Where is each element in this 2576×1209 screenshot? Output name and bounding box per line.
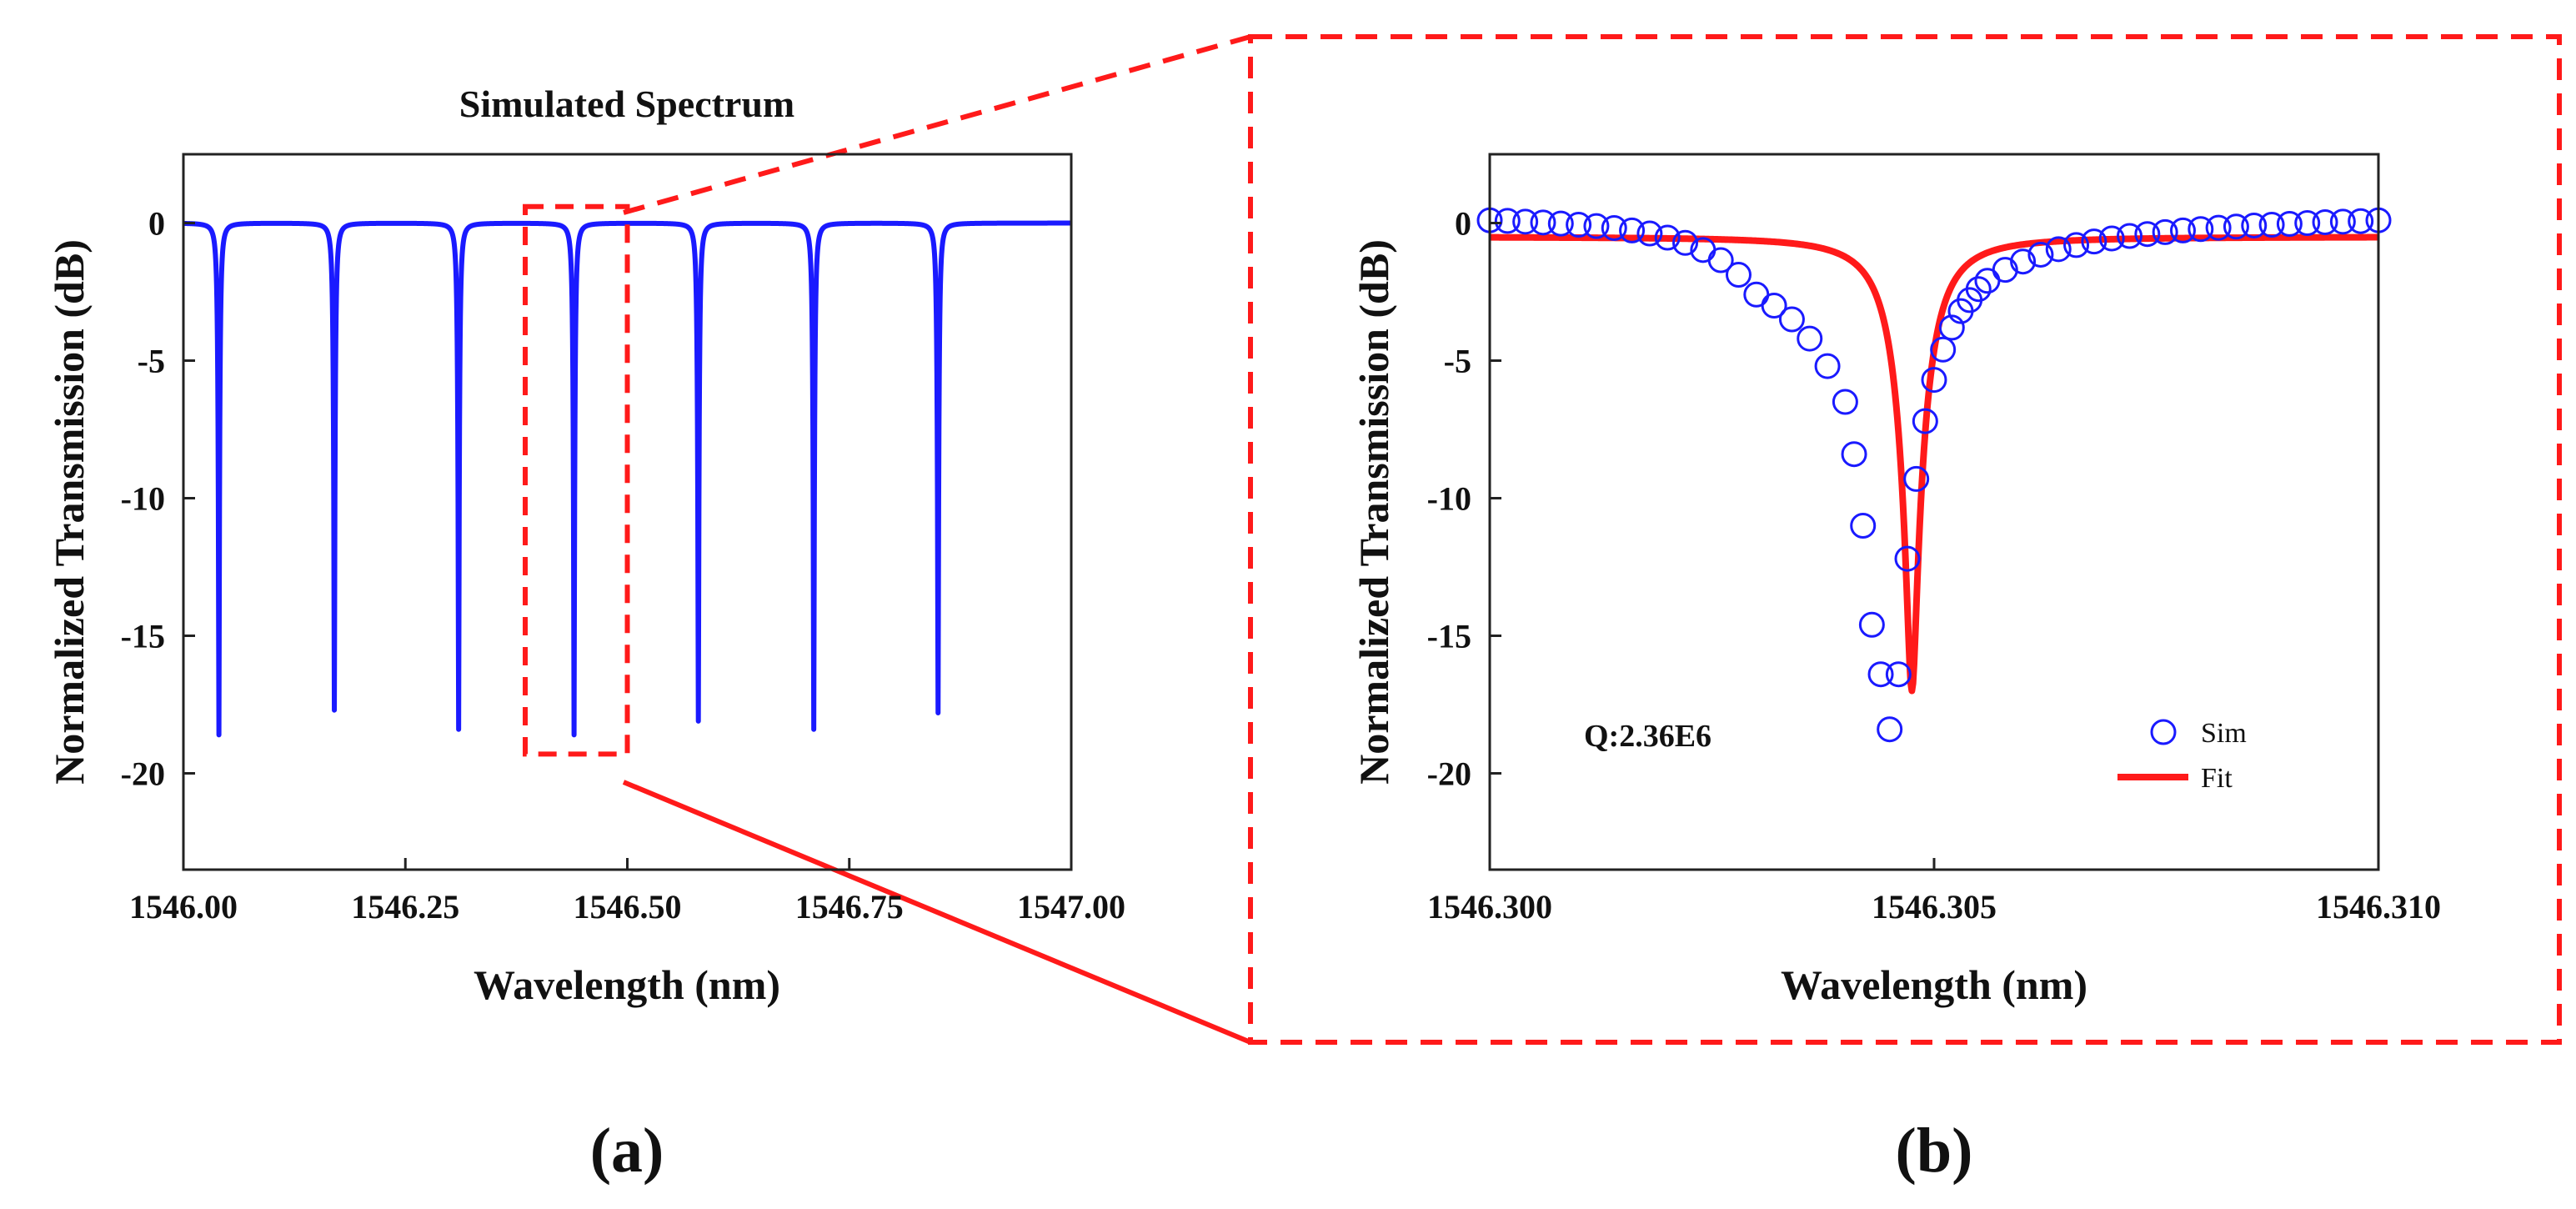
chart-b-sim-point (1672, 229, 1699, 256)
chart-b-fit-group (1487, 233, 2381, 695)
chart-b-sim-point (2134, 221, 2161, 248)
chart-b-y-label: Normalized Transmission (dB) (1351, 239, 1397, 785)
chart-b-sim-point (1636, 220, 1663, 247)
chart-a-y-tick-label: -15 (121, 618, 165, 655)
chart-b-sim-point (2027, 241, 2054, 268)
chart-b-sim-point (1547, 210, 1574, 237)
chart-b-sim-point (1930, 336, 1957, 363)
chart-b-sim-point (1850, 513, 1877, 539)
chart-a-y-tick-label: 0 (148, 205, 165, 243)
chart-a-x-ticks: 1546.00 1546.25 1546.50 1546.75 1547.00 (129, 858, 1125, 926)
chart-b-sim-point (2169, 217, 2196, 243)
chart-b-sim-points (1476, 207, 2392, 743)
chart-b-sim-point (1601, 214, 1627, 241)
q-factor-annotation: Q:2.36E6 (1584, 719, 1711, 754)
chart-b-x-tick-label: 1546.310 (2316, 888, 2441, 926)
chart-a-y-label: Normalized Transmission (dB) (46, 239, 93, 785)
chart-b-sim-point (2276, 210, 2303, 237)
chart-a-title: Simulated Spectrum (459, 83, 795, 125)
chart-a-y-ticks: 0 -5 -10 -15 -20 (121, 205, 195, 793)
chart-b-x-tick-label: 1546.300 (1427, 888, 1552, 926)
chart-b-y-tick-label: -15 (1427, 618, 1471, 655)
chart-panel-b: 0 -5 -10 -15 -20 1546.300 1546.305 1546.310 Q:… (1351, 153, 2441, 1186)
chart-b-sim-point (1858, 611, 1885, 638)
chart-b-sim-point (1797, 325, 1823, 352)
chart-b-y-tick-label: 0 (1455, 205, 1471, 243)
chart-b-sim-point (2348, 208, 2374, 234)
chart-b-sim-point (2312, 209, 2338, 236)
zoom-connector-bottom (622, 780, 1252, 1045)
chart-b-sim-point (2258, 211, 2285, 238)
chart-a-x-tick-label: 1546.50 (574, 888, 682, 926)
chart-a-x-tick-label: 1546.75 (795, 888, 904, 926)
chart-b-sim-point (1619, 217, 1646, 243)
chart-a-x-tick-label: 1547.00 (1017, 888, 1125, 926)
chart-b-sim-point (2188, 216, 2214, 243)
chart-b-sim-point (1965, 276, 1992, 303)
chart-b-sim-point (1894, 545, 1921, 572)
chart-b-plot-frame (1488, 153, 2380, 871)
zoom-connector-top (623, 34, 1251, 215)
chart-a-series-group (181, 220, 1074, 738)
chart-b-y-tick-label: -10 (1427, 480, 1471, 518)
chart-b-sim-point (1912, 408, 1938, 434)
chart-a-spectrum-line (181, 220, 1074, 738)
chart-b-sim-point (1992, 257, 2018, 283)
chart-b-sim-point (2063, 232, 2090, 258)
chart-b-y-ticks: 0 -5 -10 -15 -20 (1427, 205, 1501, 793)
chart-b-sim-point (2045, 236, 2072, 263)
chart-a-x-label: Wavelength (nm) (474, 961, 780, 1008)
chart-b-fit-line (1487, 233, 2381, 695)
chart-b-sim-point (1583, 213, 1610, 239)
chart-b-sim-point (1707, 247, 1734, 273)
chart-a-x-tick-label: 1546.25 (351, 888, 459, 926)
chart-b-sim-point (2081, 228, 2107, 255)
chart-b-sim-point (2098, 225, 2125, 252)
chart-b-sim-point (1530, 209, 1556, 236)
chart-b-sim-point (1725, 262, 1752, 288)
panel-label-a: (a) (590, 1116, 664, 1186)
chart-b-sim-point (2294, 210, 2321, 236)
chart-b-sim-point (1814, 353, 1841, 379)
chart-b-sim-point (2241, 212, 2268, 238)
chart-a-y-tick-label: -5 (138, 343, 165, 380)
chart-b-x-ticks: 1546.300 1546.305 1546.310 (1427, 858, 2441, 926)
chart-b-y-tick-label: -20 (1427, 755, 1471, 793)
chart-b-sim-point (2152, 218, 2178, 245)
chart-panel-a: Simulated Spectrum 0-5-10-15-20 1546.00 1… (46, 83, 1125, 1186)
chart-a-x-tick-label: 1546.00 (129, 888, 238, 926)
chart-b-sim-point (1903, 465, 1930, 492)
chart-a-y-tick-label: -20 (121, 755, 165, 793)
legend-sim-label: Sim (2201, 718, 2247, 749)
chart-b-sim-point (1877, 716, 1903, 743)
chart-b-sim-point (1494, 208, 1521, 234)
chart-b-sim-point (1841, 441, 1867, 468)
chart-b-sim-point (1832, 389, 1858, 415)
chart-b-y-tick-label: -5 (1444, 343, 1471, 380)
chart-b-sim-point (1921, 367, 1947, 394)
chart-b-x-label: Wavelength (nm) (1781, 961, 2087, 1008)
chart-b-sim-point (1743, 281, 1770, 308)
chart-b-legend: Sim Fit (2117, 718, 2247, 794)
legend-sim-marker (2150, 719, 2177, 745)
chart-b-x-tick-label: 1546.305 (1872, 888, 1997, 926)
chart-a-y-tick-label: -10 (121, 480, 165, 518)
chart-b-sim-point (1885, 661, 1912, 688)
chart-b-sim-point (2329, 208, 2356, 235)
chart-b-sim-point (2010, 248, 2037, 275)
chart-a-zoom-box (523, 203, 630, 757)
panel-label-b: (b) (1896, 1116, 1973, 1186)
chart-b-sim-point (2223, 213, 2249, 240)
chart-b-sim-point (1938, 314, 1965, 341)
chart-b-sim-point (1778, 306, 1805, 333)
chart-b-sim-point (2205, 214, 2232, 241)
chart-b-sim-point (1566, 211, 1592, 238)
chart-b-sim-point (1654, 224, 1681, 251)
chart-b-sim-point (1867, 661, 1894, 688)
chart-b-sim-point (1761, 293, 1787, 319)
chart-b-sim-point (2117, 223, 2143, 249)
legend-fit-label: Fit (2201, 763, 2233, 794)
chart-b-sim-point (1512, 208, 1539, 235)
